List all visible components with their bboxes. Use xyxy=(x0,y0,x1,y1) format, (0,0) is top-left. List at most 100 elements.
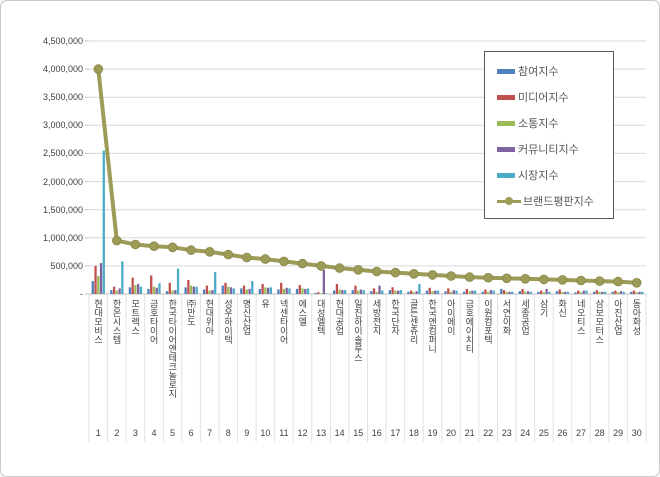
bar-시장지수 xyxy=(176,268,180,294)
bar-소통지수 xyxy=(524,291,527,294)
category-label: ㈜만도 xyxy=(185,299,196,326)
rank-number: 22 xyxy=(483,428,494,438)
category-label: 한국앤컴퍼니 xyxy=(427,299,438,353)
bar-커뮤니티지수 xyxy=(415,291,418,294)
line-marker xyxy=(242,252,252,263)
bar-참여지수 xyxy=(333,290,336,294)
line-marker xyxy=(316,261,326,271)
line-marker xyxy=(260,254,271,264)
bar-소통지수 xyxy=(245,289,248,294)
category-label: 골든센츄리 xyxy=(408,299,419,344)
bar-미디어지수 xyxy=(150,275,153,294)
line-marker xyxy=(223,249,234,260)
bar-시장지수 xyxy=(641,291,644,294)
bar-시장지수 xyxy=(473,290,477,294)
bar-시장지수 xyxy=(139,286,143,294)
category-label: 현대위아 xyxy=(204,299,215,335)
legend-label: 소통지수 xyxy=(518,118,559,130)
bar-참여지수 xyxy=(184,287,187,294)
legend-item-미디어지수: 미디어지수 xyxy=(485,84,613,110)
rank-number: 6 xyxy=(188,428,194,438)
bar-소통지수 xyxy=(152,286,156,294)
y-tick-label: 3,500,000 xyxy=(42,92,83,103)
category-label: 성우하이텍 xyxy=(222,299,233,344)
bar-시장지수 xyxy=(251,281,254,294)
category-label: 명신산업 xyxy=(241,299,252,335)
rank-number: 19 xyxy=(427,428,438,438)
category-label: 넥센타이어 xyxy=(278,299,289,344)
rank-number: 12 xyxy=(297,428,308,438)
bar-참여지수 xyxy=(351,290,354,294)
bar-미디어지수 xyxy=(428,287,431,294)
bar-소통지수 xyxy=(227,286,230,294)
bar-커뮤니티지수 xyxy=(545,288,548,294)
bar-소통지수 xyxy=(319,293,323,294)
bar-참여지수 xyxy=(240,288,243,294)
category-label: 모트렉스 xyxy=(130,299,141,335)
category-label: 현대모비스 xyxy=(93,299,103,344)
bar-커뮤니티지수 xyxy=(341,290,344,294)
bar-커뮤니티지수 xyxy=(434,290,437,294)
category-label: 아이에이 xyxy=(445,299,456,335)
bar-소통지수 xyxy=(542,292,546,294)
bar-커뮤니티지수 xyxy=(211,290,214,294)
bar-참여지수 xyxy=(407,291,410,294)
category-label: 삼보모터스 xyxy=(594,299,605,344)
category-label: 세방전지 xyxy=(371,299,382,335)
rank-number: 8 xyxy=(225,428,231,438)
bar-소통지수 xyxy=(264,287,267,294)
legend-label: 브랜드평판지수 xyxy=(523,196,594,208)
bar-미디어지수 xyxy=(187,279,190,294)
rank-number: 30 xyxy=(631,428,642,438)
category-label: 현대공업 xyxy=(334,299,345,335)
line-marker xyxy=(446,271,456,281)
bar-시장지수 xyxy=(511,291,514,294)
bar-시장지수 xyxy=(195,286,198,294)
legend-item-시장지수: 시장지수 xyxy=(485,162,613,188)
line-marker xyxy=(557,275,568,285)
bar-소통지수 xyxy=(134,285,137,294)
bar-커뮤니티지수 xyxy=(508,291,511,294)
bar-소통지수 xyxy=(357,290,360,294)
bar-참여지수 xyxy=(147,288,150,294)
bar-커뮤니티지수 xyxy=(582,290,585,294)
y-tick-label: 500,000 xyxy=(50,260,83,271)
bar-소통지수 xyxy=(97,276,100,294)
bar-커뮤니티지수 xyxy=(192,286,196,294)
bar-시장지수 xyxy=(492,290,495,294)
category-label: 한온시스템 xyxy=(111,299,122,344)
category-label: 네오티스 xyxy=(575,299,586,335)
category-label: 삼기 xyxy=(538,299,549,317)
line-marker xyxy=(464,272,475,282)
line-marker xyxy=(112,235,122,246)
bar-시장지수 xyxy=(603,291,607,294)
line-marker xyxy=(483,272,494,283)
bar-시장지수 xyxy=(436,290,440,294)
bar-소통지수 xyxy=(208,290,211,294)
rank-number: 2 xyxy=(114,428,120,438)
bar-미디어지수 xyxy=(131,277,134,294)
line-marker xyxy=(279,256,289,267)
bar-시장지수 xyxy=(585,290,588,294)
bar-커뮤니티지수 xyxy=(452,290,455,294)
rank-number: 29 xyxy=(613,428,624,438)
bar-참여지수 xyxy=(555,291,559,294)
category-label: 일진하이솔루스 xyxy=(352,299,363,362)
bar-미디어지수 xyxy=(595,290,598,294)
line-marker xyxy=(186,245,196,255)
bar-소통지수 xyxy=(449,291,453,294)
bar-참여지수 xyxy=(481,291,484,294)
bar-미디어지수 xyxy=(539,290,543,294)
bar-미디어지수 xyxy=(521,288,524,294)
bar-참여지수 xyxy=(462,291,466,294)
bar-참여지수 xyxy=(277,289,280,294)
category-label: 금호타이어 xyxy=(148,299,159,344)
bar-미디어지수 xyxy=(335,283,339,294)
bar-미디어지수 xyxy=(558,289,561,294)
legend-item-소통지수: 소통지수 xyxy=(485,110,613,136)
bar-미디어지수 xyxy=(447,288,450,294)
bar-커뮤니티지수 xyxy=(137,283,140,294)
line-marker xyxy=(149,241,159,252)
bar-시장지수 xyxy=(548,291,551,294)
